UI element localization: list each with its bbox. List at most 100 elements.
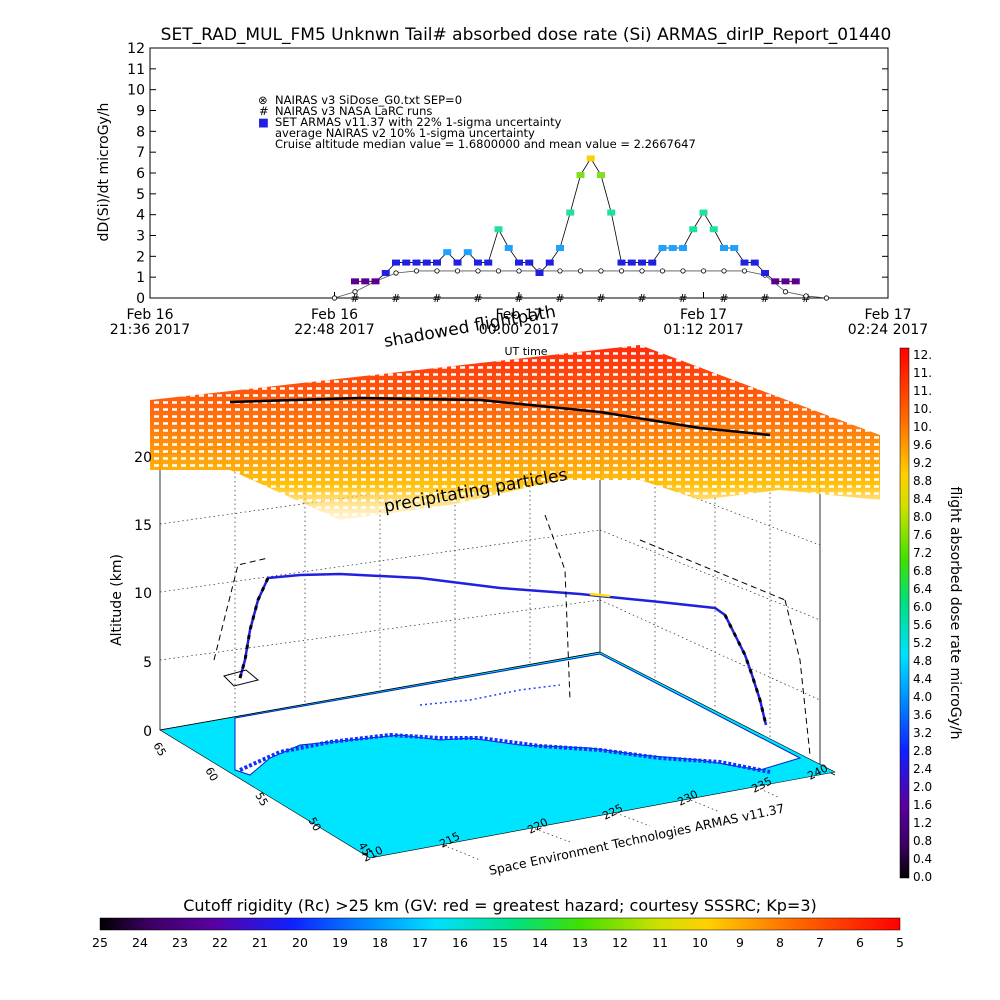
- flight-path: [213, 514, 811, 756]
- dose-rate-tick: 8.8: [913, 474, 932, 488]
- armas-point: [668, 245, 677, 251]
- y-tick-label: 6: [136, 166, 145, 182]
- armas-point: [658, 245, 667, 251]
- armas-point: [392, 259, 400, 266]
- cutoff-rigidity-tick: 17: [412, 935, 428, 950]
- cutoff-rigidity-tick: 15: [492, 935, 508, 950]
- armas-point: [689, 226, 698, 233]
- nairas-g0-point: [475, 268, 481, 274]
- dose-rate-tick: 10.: [913, 402, 932, 416]
- dose-rate-tick: 5.2: [913, 636, 932, 650]
- cutoff-rigidity-tick: 20: [292, 935, 308, 950]
- cutoff-rigidity-tick: 13: [572, 935, 588, 950]
- cutoff-rigidity-tick: 12: [612, 935, 628, 950]
- nairas-g0-point: [721, 268, 727, 274]
- top-legend: ⊗ NAIRAS v3 SiDose_G0.txt SEP=0 # NAIRAS…: [258, 93, 696, 151]
- z-axis-label: Altitude (km): [109, 554, 125, 646]
- armas-point: [750, 259, 759, 266]
- y-tick-label: 3: [136, 229, 145, 245]
- dose-rate-tick: 1.2: [913, 816, 932, 830]
- z-tick-10: 10: [134, 586, 152, 602]
- armas-point: [771, 278, 780, 285]
- x-tick-day: Feb 17: [680, 307, 727, 323]
- precipitating-particles-cloud: [150, 345, 880, 520]
- cutoff-rigidity-tick: 16: [452, 935, 468, 950]
- dose-rate-tick: 11.: [913, 384, 932, 398]
- dose-rate-tick: 8.4: [913, 492, 932, 506]
- armas-point: [720, 245, 728, 251]
- armas-point: [371, 278, 380, 285]
- armas-point: [361, 278, 370, 285]
- nairas-g0-point: [516, 268, 522, 274]
- cutoff-rigidity-tick: 6: [856, 935, 864, 950]
- armas-point: [443, 249, 452, 256]
- armas-point: [679, 245, 687, 251]
- dose-rate-tick: 10.: [913, 420, 932, 434]
- x-tick-time: 22:48 2017: [294, 322, 374, 338]
- dose-rate-tick: 2.0: [913, 780, 932, 794]
- armas-point: [381, 270, 390, 276]
- z-tick-0: 0: [143, 724, 152, 740]
- report-title: SET_RAD_MUL_FM5 Unknwn Tail# absorbed do…: [161, 25, 892, 45]
- legend-marker-armas: ■: [258, 115, 269, 129]
- cutoff-rigidity-colorbar: Cutoff rigidity (Rc) >25 km (GV: red = g…: [92, 896, 904, 950]
- dose-rate-tick: 0.0: [913, 870, 932, 884]
- nairas-g0-line: [334, 270, 827, 299]
- cutoff-rigidity-tick: 24: [132, 935, 148, 950]
- series-armas: [351, 155, 800, 285]
- dose-rate-tick: 8.0: [913, 510, 932, 524]
- dose-rate-colorbar-gradient: [899, 347, 910, 879]
- dose-rate-tick: 7.2: [913, 546, 932, 560]
- larc-point: #: [514, 292, 523, 305]
- armas-point: [535, 270, 544, 276]
- y-tick-label: 9: [136, 104, 145, 120]
- armas-point: [556, 245, 564, 251]
- y-tick-label: 1: [136, 270, 145, 286]
- nairas-g0-point: [434, 268, 440, 274]
- armas-point: [648, 259, 657, 266]
- legend-marker-nairas-g0: ⊗: [258, 93, 268, 107]
- dose-rate-tick: 9.2: [913, 456, 932, 470]
- armas-point: [453, 259, 462, 266]
- nairas-g0-point: [577, 268, 584, 274]
- armas-point: [617, 259, 626, 266]
- nairas-g0-point: [495, 268, 502, 274]
- nairas-g0-point: [680, 268, 686, 274]
- armas-point: [422, 259, 431, 266]
- x-tick-time: 01:12 2017: [663, 322, 743, 338]
- dose-rate-colorbar-label: flight absorbed dose rate microGy/h: [947, 487, 963, 740]
- y-tick-label: 10: [127, 83, 145, 99]
- lat-tick-65: 65: [150, 740, 168, 759]
- cutoff-rigidity-ticks: 25 24 23 22 21 20 19 18 17 16 15 14 13 12 11 10 9 8 7 6 5: [92, 935, 904, 950]
- cutoff-rigidity-tick: 22: [212, 935, 228, 950]
- armas-point: [504, 245, 513, 251]
- cutoff-rigidity-tick: 21: [252, 935, 268, 950]
- y-tick-label: 12: [127, 41, 145, 57]
- larc-point: #: [432, 292, 441, 305]
- cutoff-rigidity-tick: 8: [776, 935, 784, 950]
- larc-point: #: [391, 292, 400, 305]
- armas-point: [566, 209, 575, 216]
- y-tick-label: 4: [136, 208, 145, 224]
- armas-point: [586, 155, 595, 162]
- x-tick-time: 02:24 2017: [848, 322, 928, 338]
- cutoff-rigidity-label: Cutoff rigidity (Rc) >25 km (GV: red = g…: [183, 896, 817, 915]
- y-tick-label: 0: [136, 291, 145, 307]
- dose-rate-tick: 6.0: [913, 600, 932, 614]
- armas-point: [791, 278, 800, 285]
- shadowed-flightpath: [229, 396, 771, 437]
- cutoff-rigidity-tick: 23: [172, 935, 188, 950]
- y-tick-label: 8: [136, 124, 145, 140]
- legend-label-armas: SET ARMAS v11.37 with 22% 1-sigma uncert…: [275, 115, 562, 129]
- nairas-g0-point: [700, 268, 707, 274]
- cutoff-rigidity-tick: 11: [652, 935, 668, 950]
- nairas-g0-point: [823, 295, 830, 301]
- cutoff-rigidity-tick: 10: [692, 935, 708, 950]
- dose-rate-tick: 4.4: [913, 672, 932, 686]
- armas-point: [463, 249, 472, 256]
- nairas-g0-point: [413, 268, 420, 274]
- dose-rate-tick: 12.: [913, 348, 932, 362]
